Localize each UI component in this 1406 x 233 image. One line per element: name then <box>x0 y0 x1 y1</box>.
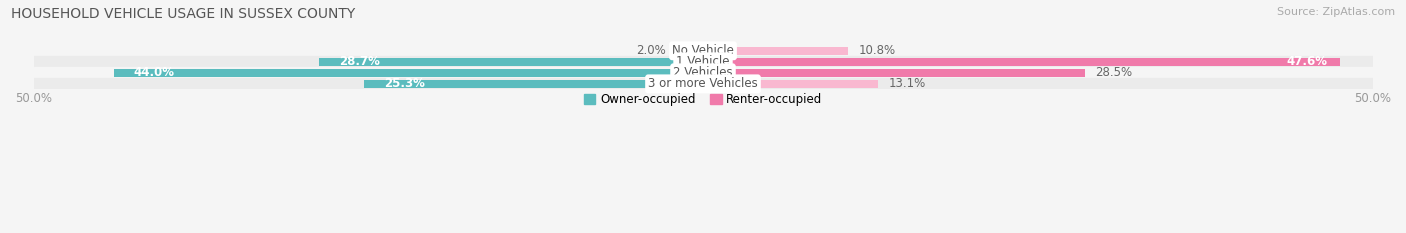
Text: 3 or more Vehicles: 3 or more Vehicles <box>648 77 758 90</box>
Text: 13.1%: 13.1% <box>889 77 927 90</box>
Bar <box>319 58 703 66</box>
Bar <box>703 58 1340 66</box>
Text: 28.7%: 28.7% <box>339 55 380 68</box>
Bar <box>676 47 703 55</box>
Text: HOUSEHOLD VEHICLE USAGE IN SUSSEX COUNTY: HOUSEHOLD VEHICLE USAGE IN SUSSEX COUNTY <box>11 7 356 21</box>
Text: 10.8%: 10.8% <box>858 44 896 57</box>
Text: 44.0%: 44.0% <box>134 66 174 79</box>
Text: 2 Vehicles: 2 Vehicles <box>673 66 733 79</box>
Bar <box>114 69 703 77</box>
Bar <box>34 56 1372 67</box>
Legend: Owner-occupied, Renter-occupied: Owner-occupied, Renter-occupied <box>579 88 827 111</box>
Text: 47.6%: 47.6% <box>1286 55 1327 68</box>
Bar <box>703 80 879 88</box>
Bar <box>703 47 848 55</box>
Bar <box>34 67 1372 78</box>
Text: 1 Vehicle: 1 Vehicle <box>676 55 730 68</box>
Bar <box>34 78 1372 89</box>
Bar <box>703 69 1084 77</box>
Text: 2.0%: 2.0% <box>636 44 665 57</box>
Bar <box>34 45 1372 56</box>
Text: 28.5%: 28.5% <box>1095 66 1132 79</box>
Text: No Vehicle: No Vehicle <box>672 44 734 57</box>
Text: Source: ZipAtlas.com: Source: ZipAtlas.com <box>1277 7 1395 17</box>
Text: 25.3%: 25.3% <box>384 77 425 90</box>
Bar <box>364 80 703 88</box>
